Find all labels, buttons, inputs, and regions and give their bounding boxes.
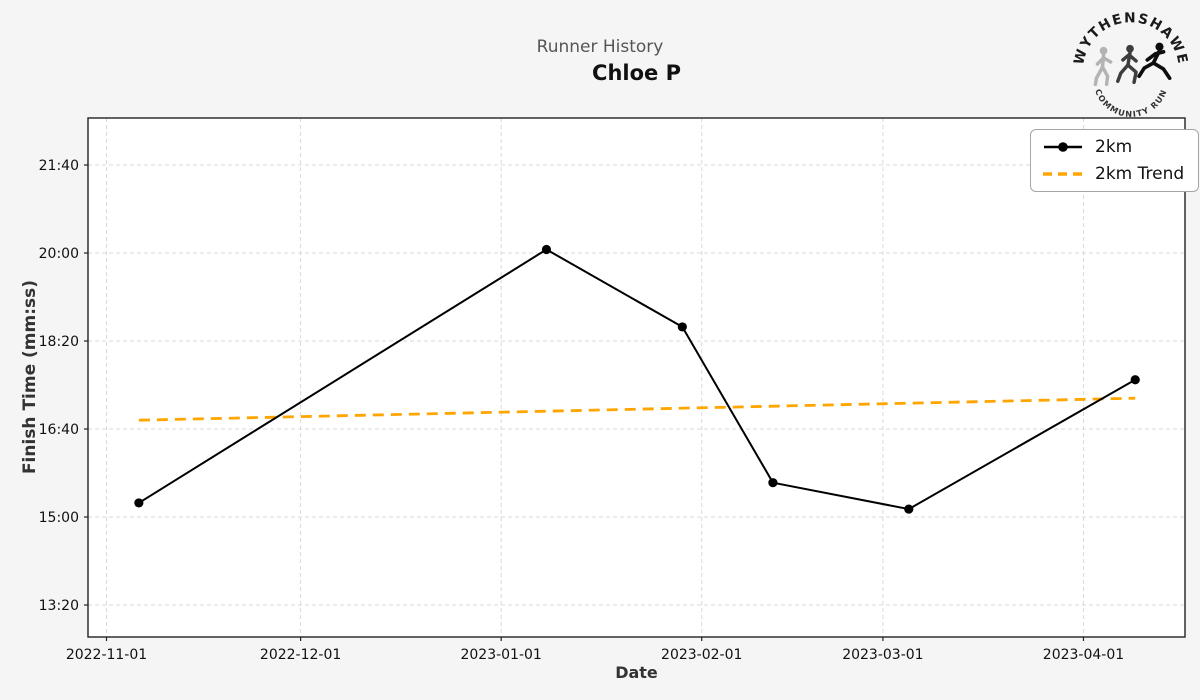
wythenshawe-community-run-logo: WYTHENSHAWE COMMUNITY RUN <box>1072 10 1189 119</box>
data-point-marker <box>677 322 687 332</box>
y-tick-label: 21:40 <box>39 158 79 174</box>
x-tick-label: 2023-03-01 <box>842 647 923 663</box>
logo-bottom-arc-text: COMMUNITY RUN <box>1093 87 1169 119</box>
x-tick-label: 2023-01-01 <box>460 647 541 663</box>
x-tick-label: 2023-02-01 <box>661 647 742 663</box>
plot-area <box>88 118 1185 637</box>
x-tick-label: 2022-12-01 <box>260 647 341 663</box>
x-axis-label: Date <box>615 663 658 682</box>
legend-trend-dash-sample-icon <box>1043 172 1083 176</box>
sprinter-figure-icon <box>1137 42 1172 81</box>
series-line-2km <box>138 248 1136 511</box>
x-tick-label: 2023-04-01 <box>1043 647 1124 663</box>
data-point-marker <box>768 478 778 488</box>
y-tick-label: 20:00 <box>39 246 79 262</box>
legend-item-2km-trend: 2km Trend <box>1041 164 1184 184</box>
data-point-marker <box>1130 375 1140 385</box>
y-tick-label: 15:00 <box>39 510 79 526</box>
y-tick-label: 13:20 <box>39 598 79 614</box>
x-tick-label: 2022-11-01 <box>66 647 147 663</box>
legend-2km-label: 2km <box>1095 137 1133 157</box>
runner-name-title: Chloe P <box>592 61 681 85</box>
legend-item-2km: 2km <box>1041 137 1184 157</box>
data-point-marker <box>904 504 914 514</box>
y-axis-label: Finish Time (mm:ss) <box>20 279 40 475</box>
data-point-marker <box>134 498 144 508</box>
walker-figure-icon <box>1093 46 1113 87</box>
legend-trend-label: 2km Trend <box>1095 164 1185 184</box>
chart-legend: 2km 2km Trend <box>1030 129 1200 192</box>
y-tick-label: 16:40 <box>39 422 79 438</box>
y-tick-label: 18:20 <box>39 334 79 350</box>
chart-suptitle: Runner History <box>536 37 664 57</box>
data-point-marker <box>541 244 552 255</box>
plot-border <box>87 117 1186 638</box>
runner-figure-icon <box>1116 44 1138 85</box>
legend-2km-line-sample-icon <box>1044 142 1082 152</box>
trend-line-2km <box>138 396 1136 422</box>
